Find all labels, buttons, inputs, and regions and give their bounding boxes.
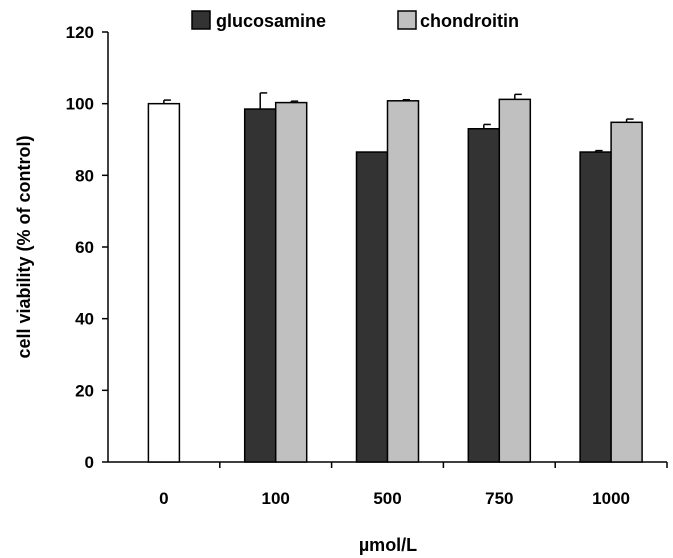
x-tick-label-1: 100	[262, 489, 290, 508]
x-tick-label-2: 500	[373, 489, 401, 508]
legend-swatch-glucosamine	[191, 10, 211, 30]
bar-glucosamine-1000	[579, 151, 612, 463]
x-tick-label-4: 1000	[592, 489, 630, 508]
y-tick-label-2: 40	[75, 310, 94, 329]
bar-control-0	[147, 102, 181, 463]
bar-chondroitin-100	[274, 101, 308, 463]
bars	[147, 92, 643, 463]
bar-chondroitin-750	[498, 98, 532, 463]
x-axis-title: µmol/L	[359, 535, 417, 555]
legend-label-chondroitin: chondroitin	[420, 11, 519, 31]
y-tick-label-4: 80	[75, 166, 94, 185]
y-tick-label-0: 0	[85, 453, 94, 472]
legend: glucosamine chondroitin	[191, 10, 519, 31]
bar-glucosamine-100	[243, 108, 277, 463]
y-tick-label-6: 120	[66, 23, 94, 42]
y-tick-label-5: 100	[66, 95, 94, 114]
bar-chondroitin-1000	[610, 121, 643, 463]
x-ticks: 0 100 500 750 1000	[159, 462, 668, 508]
y-tick-label-3: 60	[75, 238, 94, 257]
x-tick-label-3: 750	[485, 489, 513, 508]
bar-glucosamine-500	[355, 151, 389, 463]
bar-chondroitin-500	[386, 100, 420, 463]
y-axis-title: cell viability (% of control)	[14, 135, 34, 358]
y-ticks: 0 20 40 60 80 100 120	[66, 23, 108, 472]
legend-label-glucosamine: glucosamine	[216, 11, 326, 31]
y-tick-label-1: 20	[75, 381, 94, 400]
x-tick-label-0: 0	[159, 489, 168, 508]
bar-glucosamine-750	[467, 128, 501, 463]
legend-swatch-chondroitin	[397, 10, 417, 30]
